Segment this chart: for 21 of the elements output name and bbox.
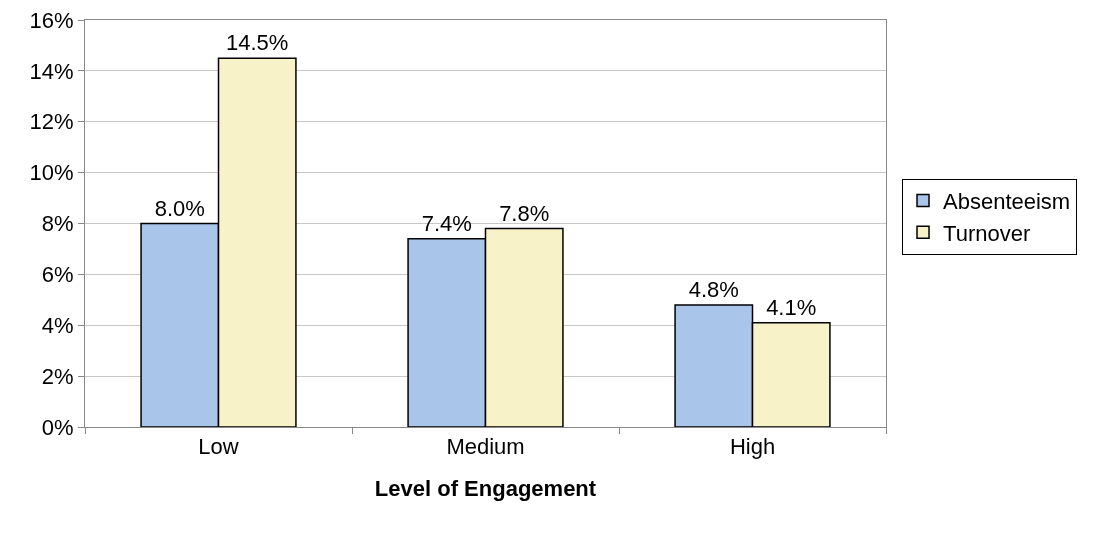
legend-label: Turnover — [943, 220, 1031, 246]
legend-label: Absenteeism — [943, 189, 1071, 215]
x-tick-label: Low — [198, 434, 239, 460]
y-tick-label: 0% — [41, 414, 74, 440]
y-tick-label: 14% — [29, 58, 74, 84]
data-label: 8.0% — [154, 195, 205, 221]
x-tick-label: High — [729, 434, 776, 460]
data-label: 14.5% — [226, 30, 289, 56]
y-tick-label: 4% — [41, 312, 74, 338]
data-label: 4.1% — [766, 294, 817, 320]
data-label: 7.8% — [499, 200, 550, 226]
y-tick-label: 8% — [41, 211, 74, 237]
y-tick-label: 12% — [29, 109, 74, 135]
y-tick-label: 2% — [41, 363, 74, 389]
x-axis-title: Level of Engagement — [374, 476, 597, 502]
x-tick-label: Medium — [446, 434, 525, 460]
y-tick-label: 6% — [41, 262, 74, 288]
y-tick-label: 16% — [29, 7, 74, 33]
data-label: 4.8% — [688, 276, 739, 302]
data-label: 7.4% — [421, 210, 472, 236]
y-tick-label: 10% — [29, 160, 74, 186]
